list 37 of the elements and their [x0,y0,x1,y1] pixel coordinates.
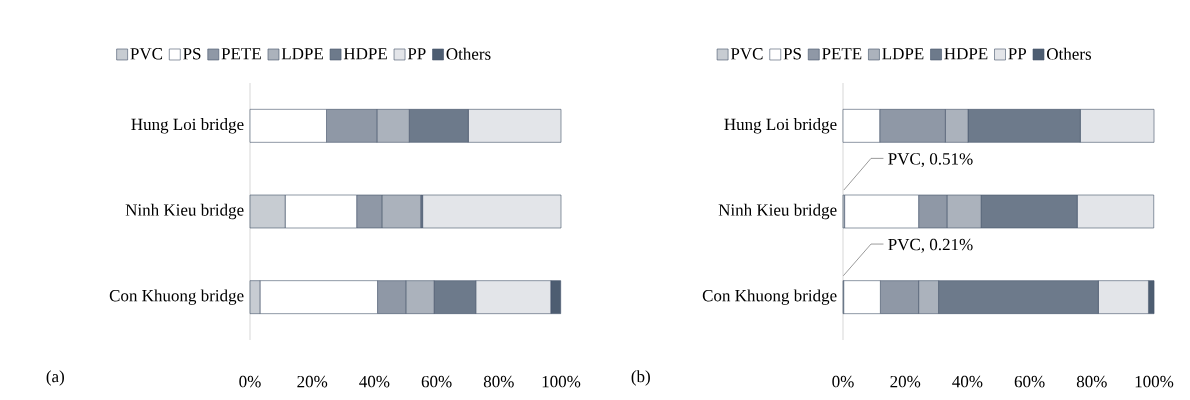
y-tick-label: Con Khuong bridge [109,289,244,305]
x-tick-label: 20% [297,375,328,388]
text: (b) [631,370,650,386]
legend-label: PVC [130,48,163,60]
x-tick-label: 100% [542,375,581,388]
legend-label: Others [1047,47,1092,60]
legend-label: PETE [822,48,862,60]
legend-label: HDPE [343,48,387,60]
legend-label: LDPE [882,48,924,60]
legend-label: PETE [221,48,261,60]
y-tick-label: Con Khuong bridge [702,289,837,305]
legend-label: Others [446,47,491,60]
legend-label: HDPE [944,48,988,60]
text: (a) [46,370,64,386]
y-tick-label: Ninh Kieu bridge [125,203,244,220]
legend-label: PS [183,48,201,60]
x-tick-label: 0% [239,375,261,388]
x-tick-label: 40% [952,375,983,388]
legend-label: PS [783,48,801,60]
legend-label: PP [1008,48,1027,60]
x-tick-label: 60% [1014,375,1045,388]
y-tick-label: Hung Loi bridge [131,118,244,134]
y-tick-label: Ninh Kieu bridge [718,203,837,220]
data-label: PVC, 0.51% [888,153,973,168]
legend-label: PVC [730,48,763,60]
x-tick-label: 80% [1076,375,1107,388]
data-label: PVC, 0.21% [888,238,973,253]
legend-label: PP [407,48,426,60]
x-tick-label: 40% [359,375,390,388]
y-tick-label: Hung Loi bridge [724,118,837,134]
x-tick-label: 0% [832,375,854,388]
x-tick-label: 60% [421,375,452,388]
bar [422,194,562,229]
x-tick-label: 100% [1135,375,1174,388]
x-tick-label: 20% [890,375,921,388]
legend-label: LDPE [281,48,323,60]
x-tick-label: 80% [483,375,514,388]
